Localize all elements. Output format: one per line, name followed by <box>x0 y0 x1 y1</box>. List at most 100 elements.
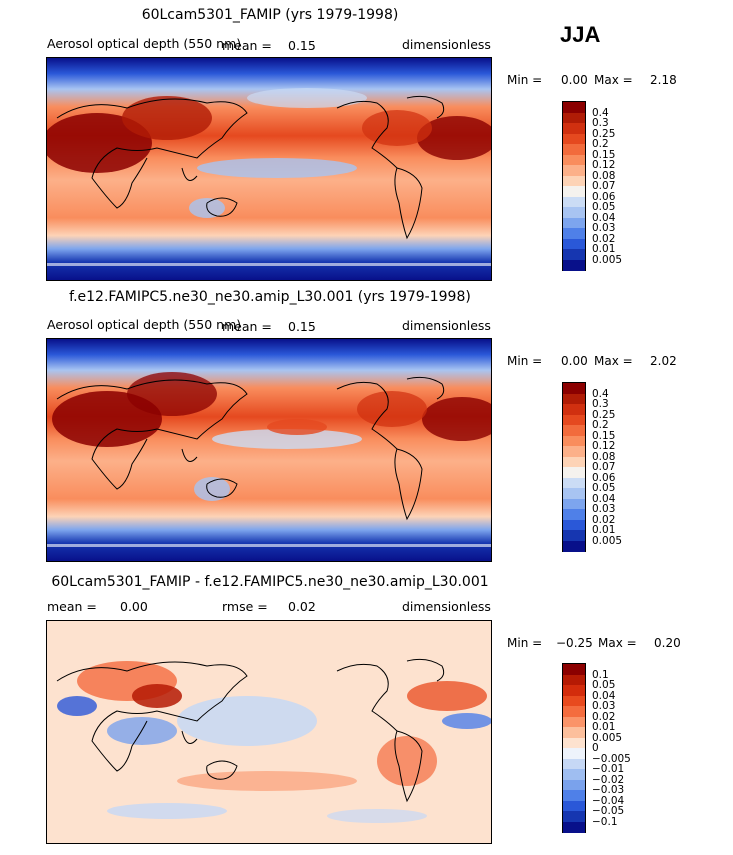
season-label: JJA <box>560 22 601 47</box>
panel-2-variable: Aerosol optical depth (550 nm) <box>47 317 242 332</box>
panel-3-title: 60Lcam5301_FAMIP - f.e12.FAMIPC5.ne30_ne… <box>51 574 489 590</box>
colorbar-swatch <box>563 467 585 478</box>
colorbar-swatch <box>563 383 585 394</box>
colorbar-swatch <box>563 530 585 541</box>
colorbar-swatch <box>563 112 585 124</box>
panel-3-min-value: −0.25 <box>556 636 593 650</box>
colorbar-tick-label: 0.25 <box>592 127 616 140</box>
colorbar-swatch <box>563 779 585 791</box>
panel-1-mean-value: 0.15 <box>288 38 316 53</box>
colorbar-swatch <box>563 727 585 738</box>
panel-1-min-label: Min = <box>507 73 543 87</box>
colorbar-tick-label: 0.04 <box>592 492 616 505</box>
colorbar-swatch <box>563 664 585 675</box>
panel-2-max-label: Max = <box>594 354 633 368</box>
panel-2-min-value: 0.00 <box>561 354 588 368</box>
colorbar-tick-label: −0.03 <box>592 784 625 796</box>
panel-1-map <box>46 57 492 281</box>
colorbar-tick-label: 0.4 <box>592 387 609 400</box>
panel-2-mean-label: mean = <box>222 319 272 334</box>
colorbar-swatch <box>563 790 585 801</box>
colorbar-swatch <box>563 207 585 218</box>
colorbar-swatch <box>563 509 585 520</box>
colorbar-tick-label: 0.04 <box>592 689 616 702</box>
colorbar-tick-label: 0.06 <box>592 190 616 203</box>
panel-3-mean-label: mean = <box>47 599 97 614</box>
colorbar-swatch <box>563 165 585 176</box>
colorbar-tick-label: 0.3 <box>592 117 609 129</box>
colorbar-tick-label: 0.02 <box>592 513 616 526</box>
colorbar-tick-label: 0.4 <box>592 106 609 119</box>
panel-2-max-value: 2.02 <box>650 354 677 368</box>
colorbar-swatch <box>563 425 585 436</box>
panel-3-mean-value: 0.00 <box>120 599 148 614</box>
colorbar-tick-label: 0.12 <box>592 159 616 171</box>
colorbar-tick-label: 0.07 <box>592 180 616 192</box>
colorbar-swatch <box>563 706 585 717</box>
colorbar-tick-label: 0.1 <box>592 668 609 681</box>
colorbar-tick-label: 0.05 <box>592 201 616 213</box>
colorbar-swatch <box>563 800 585 812</box>
colorbar-tick-label: 0.02 <box>592 710 616 723</box>
colorbar-swatch <box>563 695 585 707</box>
colorbar-swatch <box>563 811 585 822</box>
panel-1-max-value: 2.18 <box>650 73 677 87</box>
colorbar-swatch <box>563 737 585 749</box>
colorbar-swatch <box>563 102 585 113</box>
colorbar-swatch <box>563 488 585 499</box>
colorbar-swatch <box>563 196 585 208</box>
colorbar-tick-label: 0.07 <box>592 461 616 473</box>
colorbar-swatch <box>563 674 585 686</box>
colorbar-tick-label: −0.1 <box>592 815 618 828</box>
colorbar-swatch <box>563 748 585 759</box>
colorbar-tick-label: 0.25 <box>592 408 616 421</box>
colorbar-swatch <box>563 519 585 531</box>
panel-1-title: 60Lcam5301_FAMIP (yrs 1979-1998) <box>141 7 399 23</box>
panel-2-mean-value: 0.15 <box>288 319 316 334</box>
colorbar-swatch <box>563 228 585 239</box>
colorbar-tick-label: −0.05 <box>592 805 625 817</box>
colorbar-tick-label: 0.3 <box>592 398 609 410</box>
colorbar-tick-label: 0.05 <box>592 679 616 691</box>
colorbar-tick-label: 0.2 <box>592 138 609 150</box>
panel-3-max-value: 0.20 <box>654 636 681 650</box>
colorbar-swatch <box>563 685 585 696</box>
colorbar-tick-label: 0.08 <box>592 169 616 182</box>
panel-3-max-label: Max = <box>598 636 637 650</box>
panel-1-units: dimensionless <box>402 37 491 52</box>
colorbar-tick-label: 0.05 <box>592 482 616 494</box>
colorbar-swatch <box>563 393 585 405</box>
colorbar-swatch <box>563 716 585 728</box>
colorbar-swatch <box>563 404 585 415</box>
colorbar-swatch <box>563 540 585 552</box>
colorbar-swatch <box>563 123 585 134</box>
colorbar-swatch <box>563 249 585 260</box>
panel-3-rmse-value: 0.02 <box>288 599 316 614</box>
colorbar-swatch <box>563 477 585 489</box>
colorbar-swatch <box>563 217 585 229</box>
colorbar-tick-label: 0.005 <box>592 253 623 266</box>
panel-3-min-label: Min = <box>507 636 543 650</box>
colorbar-swatch <box>563 769 585 780</box>
colorbar-tick-label: 0.005 <box>592 731 623 744</box>
colorbar-swatch <box>563 414 585 426</box>
colorbar-tick-label: 0.08 <box>592 450 616 463</box>
colorbar-tick-label: 0.2 <box>592 419 609 431</box>
colorbar-swatch <box>563 144 585 155</box>
panel-3-map <box>46 620 492 844</box>
colorbar-tick-label: 0.03 <box>592 503 616 515</box>
colorbar-tick-label: 0.01 <box>592 243 616 255</box>
colorbar-swatch <box>563 175 585 187</box>
panel-1-max-label: Max = <box>594 73 633 87</box>
colorbar-swatch <box>563 456 585 468</box>
colorbar-tick-label: 0 <box>592 742 599 754</box>
colorbar-tick-label: 0.02 <box>592 232 616 245</box>
colorbar-swatch <box>563 186 585 197</box>
colorbar-tick-label: 0.04 <box>592 211 616 224</box>
colorbar-tick-label: −0.02 <box>592 773 625 786</box>
colorbar-swatch <box>563 259 585 271</box>
panel-2-units: dimensionless <box>402 318 491 333</box>
colorbar-tick-label: 0.15 <box>592 429 616 442</box>
panel-3-units: dimensionless <box>402 599 491 614</box>
colorbar-swatch <box>563 446 585 457</box>
